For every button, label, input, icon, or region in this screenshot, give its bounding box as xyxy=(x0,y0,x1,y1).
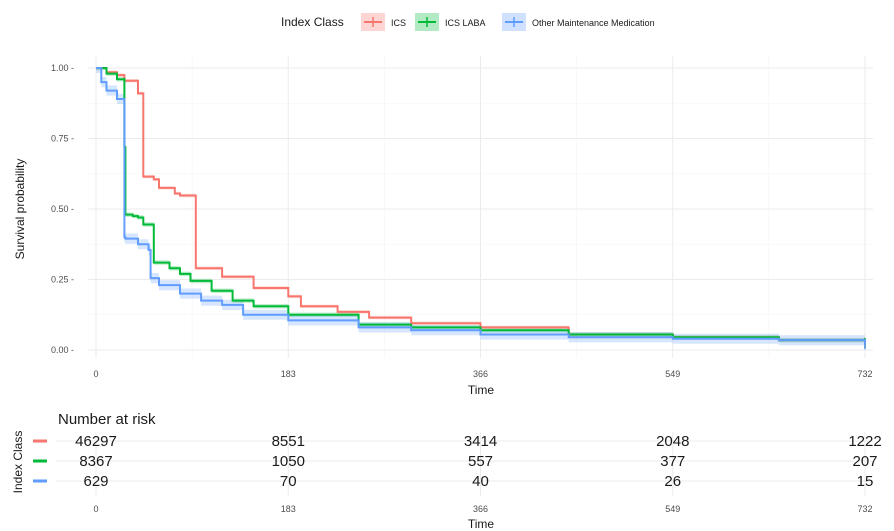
risk-x-tick-label: 732 xyxy=(857,504,872,514)
risk-table-y-title: Index Class xyxy=(11,431,25,494)
risk-value-ics-laba: 377 xyxy=(660,453,685,470)
y-tick-label: 0.25 - xyxy=(51,275,74,285)
x-axis-title: Time xyxy=(468,383,495,397)
legend: Index Class ICS ICS LABA Other Maintenan… xyxy=(281,13,655,31)
plot-grid xyxy=(88,56,873,358)
risk-x-tick-label: 549 xyxy=(665,504,680,514)
risk-value-other-maintenance-medication: 70 xyxy=(280,473,297,490)
x-tick-label: 183 xyxy=(281,369,296,379)
y-tick-label: 1.00 - xyxy=(51,63,74,73)
risk-value-other-maintenance-medication: 15 xyxy=(857,473,874,490)
risk-table-x-title: Time xyxy=(468,517,495,531)
y-axis-title: Survival probability xyxy=(13,159,27,260)
risk-table-grid xyxy=(56,432,873,496)
risk-table-x-ticks: 0 183 366 549 732 xyxy=(93,504,872,514)
risk-value-ics: 3414 xyxy=(464,433,497,450)
risk-value-ics: 2048 xyxy=(656,433,689,450)
risk-value-ics: 1222 xyxy=(848,433,881,450)
x-tick-label: 366 xyxy=(473,369,488,379)
risk-x-tick-label: 183 xyxy=(281,504,296,514)
risk-value-ics-laba: 1050 xyxy=(272,453,305,470)
legend-label-ics-laba: ICS LABA xyxy=(445,18,486,28)
y-tick-label: 0.00 - xyxy=(51,345,74,355)
survival-curve-other-maintenance-medication xyxy=(96,67,866,345)
risk-table-rows: 46297 8551 3414 2048 1222 8367 1050 557 377 207 62… xyxy=(33,433,882,490)
x-tick-label: 0 xyxy=(93,369,98,379)
risk-x-tick-label: 0 xyxy=(93,504,98,514)
legend-key-other xyxy=(502,13,526,31)
risk-x-tick-label: 366 xyxy=(473,504,488,514)
risk-table-title: Number at risk xyxy=(58,411,156,428)
risk-value-ics-laba: 557 xyxy=(468,453,493,470)
risk-value-ics-laba: 207 xyxy=(852,453,877,470)
risk-value-ics-laba: 8367 xyxy=(79,453,112,470)
legend-key-ics-laba xyxy=(415,13,439,31)
y-tick-label: 0.50 - xyxy=(51,204,74,214)
risk-value-other-maintenance-medication: 26 xyxy=(664,473,681,490)
risk-value-ics: 8551 xyxy=(272,433,305,450)
x-tick-label: 732 xyxy=(857,369,872,379)
x-axis-ticks: 0 183 366 549 732 xyxy=(93,369,872,379)
risk-value-other-maintenance-medication: 40 xyxy=(472,473,489,490)
y-tick-label: 0.75 - xyxy=(51,134,74,144)
risk-value-ics: 46297 xyxy=(75,433,117,450)
x-tick-label: 549 xyxy=(665,369,680,379)
legend-label-other: Other Maintenance Medication xyxy=(532,18,655,28)
survival-curves xyxy=(96,67,866,350)
risk-value-other-maintenance-medication: 629 xyxy=(83,473,108,490)
y-axis-ticks: 0.00 - 0.25 - 0.50 - 0.75 - 1.00 - xyxy=(51,63,74,355)
legend-label-ics: ICS xyxy=(391,18,406,28)
survival-curve-ics xyxy=(96,67,866,343)
legend-title: Index Class xyxy=(281,15,344,29)
legend-key-ics xyxy=(361,13,385,31)
